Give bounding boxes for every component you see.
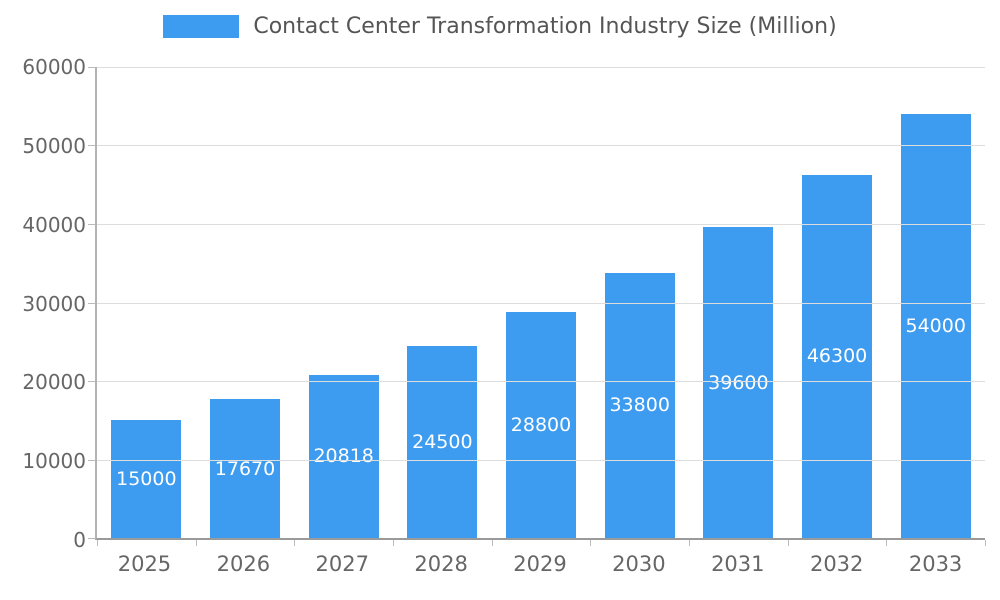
- bar: 54000: [900, 114, 971, 538]
- y-axis-tick: [88, 67, 95, 68]
- gridline: [97, 380, 985, 382]
- bar-slot: 39600: [689, 67, 788, 538]
- gridline: [97, 302, 985, 304]
- bar-slot: 28800: [492, 67, 591, 538]
- legend: Contact Center Transformation Industry S…: [0, 14, 1000, 39]
- y-axis-tick: [88, 223, 95, 225]
- x-axis-tick: [195, 540, 197, 546]
- bar-value-label: 33800: [609, 394, 670, 417]
- bar: 28800: [506, 311, 577, 538]
- x-axis-tick: [97, 540, 98, 546]
- bar-slot: 46300: [788, 67, 887, 538]
- y-axis-tick-label: 10000: [22, 449, 86, 474]
- bar-slot: 20818: [294, 67, 393, 538]
- y-axis-tick-label: 20000: [22, 370, 86, 395]
- y-axis-tick: [88, 459, 95, 461]
- x-axis-tick: [886, 540, 888, 546]
- y-axis-labels: 0 10000 20000 30000 40000 50000 60000: [0, 55, 86, 552]
- gridline: [97, 459, 985, 461]
- gridline: [97, 223, 985, 225]
- bar-value-label: 15000: [116, 468, 177, 491]
- x-axis-category-label: 2028: [414, 552, 468, 576]
- chart-title: Contact Center Transformation Industry S…: [253, 14, 837, 39]
- bar: 39600: [703, 227, 774, 538]
- bar: 46300: [802, 174, 873, 538]
- bar-slot: 15000: [97, 67, 196, 538]
- bar-value-label: 20818: [313, 445, 374, 468]
- bar: 24500: [407, 345, 478, 538]
- y-axis-tick-label: 40000: [22, 212, 86, 237]
- y-axis-tick-label: 60000: [22, 55, 86, 79]
- bar-slot: 17670: [196, 67, 295, 538]
- y-axis-tick: [88, 302, 95, 304]
- x-axis-category-label: 2029: [513, 552, 567, 576]
- bar-slot: 33800: [590, 67, 689, 538]
- bar-value-label: 39600: [708, 371, 769, 394]
- bar: 20818: [308, 374, 379, 538]
- x-axis-category-label: 2027: [315, 552, 369, 576]
- x-axis-category-label: 2031: [711, 552, 765, 576]
- bar-value-label: 24500: [412, 430, 473, 453]
- gridline: [97, 67, 985, 68]
- x-axis-tick: [688, 540, 690, 546]
- y-axis-tick-label: 50000: [22, 133, 86, 158]
- x-axis-labels: 2025 2026 2027 2028 2029 2030 2031 2032 2033: [95, 552, 985, 576]
- bar-value-label: 46300: [806, 345, 868, 368]
- x-axis-category-label: 2025: [117, 552, 172, 576]
- y-axis-tick: [88, 538, 95, 539]
- y-axis-tick: [88, 145, 95, 147]
- x-axis-tick: [294, 540, 296, 546]
- y-axis-tick-label: 30000: [22, 291, 86, 316]
- bar-value-label: 54000: [905, 315, 966, 338]
- gridline: [97, 145, 985, 147]
- x-axis-category-label: 2026: [216, 552, 271, 576]
- bar: 33800: [604, 272, 675, 538]
- bar: 15000: [111, 420, 182, 538]
- plot-area: 15000 17670 20818 24500 28800 33800 39600 46300…: [88, 67, 986, 546]
- x-axis-tick: [985, 540, 986, 546]
- x-axis-category-label: 2030: [612, 552, 666, 576]
- bar: 17670: [209, 399, 281, 538]
- bar-slot: 54000: [886, 67, 985, 538]
- x-axis-category-label: 2033: [908, 552, 963, 576]
- y-axis-tick: [88, 380, 95, 382]
- bar-value-label: 17670: [214, 457, 276, 480]
- bar-slot: 24500: [393, 67, 492, 538]
- x-axis-category-label: 2032: [809, 552, 864, 576]
- legend-swatch: [163, 15, 240, 38]
- x-axis-tick: [491, 540, 493, 546]
- x-axis-tick: [787, 540, 789, 546]
- x-axis-tick: [392, 540, 394, 546]
- bar-value-label: 28800: [510, 413, 572, 436]
- x-axis-tick: [590, 540, 592, 546]
- y-axis-tick-label: 0: [73, 528, 86, 552]
- bars: 15000 17670 20818 24500 28800 33800 39600 46300…: [97, 67, 985, 538]
